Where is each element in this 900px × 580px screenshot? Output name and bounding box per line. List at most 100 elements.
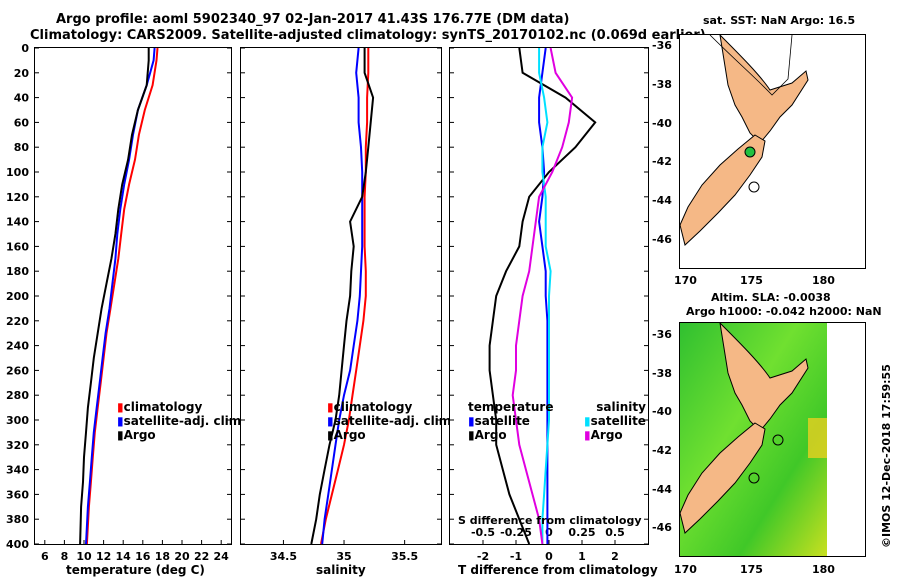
sst-xtick-0: 170 [674, 274, 697, 287]
series-climatology [320, 48, 370, 545]
sla-ytick-5: -46 [652, 521, 672, 534]
salinity-axis-label: salinity [316, 563, 366, 577]
s-diff-axis-label: S difference from climatology [458, 514, 642, 527]
sla-map-title-1: Altim. SLA: -0.0038 [711, 291, 831, 304]
diff-legend-sal-argo: Argo [590, 428, 623, 442]
temp-legend-climatology: climatology [123, 400, 203, 414]
north-island-shape [719, 35, 809, 144]
x2-tick-label: 0.25 [568, 526, 595, 539]
x-tick-label: 22 [194, 550, 209, 563]
y-tick-label: 100 [6, 166, 29, 179]
title-line-1: Argo profile: aoml 5902340_97 02-Jan-201… [56, 12, 570, 27]
y-tick-label: 160 [6, 240, 29, 253]
temperature-axis-label: temperature (deg C) [66, 563, 205, 577]
y-tick-label: 280 [6, 389, 29, 402]
difference-chart: -2 -1 0 1 2-0.5 -0.25 0 0.25 0.5 [450, 47, 648, 563]
y-tick-label: 200 [6, 290, 29, 303]
title-line-2: Climatology: CARS2009. Satellite-adjuste… [30, 28, 706, 43]
series-t-satellite [538, 47, 549, 544]
salinity-panel: 34.5 35 35.5 ▮climatology ▮satellite-adj. … [240, 47, 456, 563]
sal-legend: ▮climatology ▮satellite-adj. clim. ▮Argo [327, 400, 456, 442]
sla-map-graphic [680, 323, 827, 556]
diff-legend-sal-satellite: satellite [590, 414, 646, 428]
diff-legend-temp-argo: Argo [474, 428, 507, 442]
sst-xtick-1: 175 [740, 274, 763, 287]
y-tick-label: 140 [6, 216, 29, 229]
x-tick-label: 24 [214, 550, 230, 563]
salinity-chart: 34.5 35 35.5 [241, 47, 441, 563]
x-tick-label: 35.5 [391, 550, 418, 563]
x-tick-label: -1 [510, 550, 522, 563]
y-tick-label: 40 [14, 92, 30, 105]
sla-xtick-1: 175 [740, 563, 763, 576]
series-argo [310, 48, 375, 545]
temp-legend: ▮climatology ▮satellite-adj. clim. ▮Argo [117, 400, 246, 442]
diff-legend-temperature: temperature ▮satellite ▮Argo [468, 400, 554, 442]
sla-ytick-0: -36 [652, 328, 672, 341]
series-s-argo [511, 47, 574, 545]
difference-panel: -2 -1 0 1 2 -0.5 -0.25 0 0.25 0.5 temperature ▮sa… [449, 47, 649, 563]
y-tick-label: 20 [14, 67, 30, 80]
series-satellite-adj-clim- [321, 47, 364, 545]
x-tick-label: 20 [174, 550, 190, 563]
x-tick-label: 8 [61, 550, 69, 563]
sla-ytick-3: -42 [652, 444, 672, 457]
sst-ytick-4: -44 [652, 194, 672, 207]
y-tick-label: 60 [14, 116, 30, 129]
x-tick-label: 34.5 [270, 550, 297, 563]
y-tick-label: 260 [6, 364, 29, 377]
sst-xtick-2: 180 [812, 274, 835, 287]
sla-map-title-2: Argo h1000: -0.042 h2000: NaN [686, 305, 882, 318]
y-tick-label: 320 [6, 439, 29, 452]
x-tick-label: -2 [477, 550, 489, 563]
x-tick-label: 0 [545, 550, 553, 563]
sla-ytick-4: -44 [652, 483, 672, 496]
series-satellite-adj-clim- [85, 47, 156, 545]
sla-xtick-0: 170 [674, 563, 697, 576]
series-t-argo [488, 47, 597, 545]
x-tick-label: 12 [96, 550, 111, 563]
y-tick-label: 300 [6, 414, 29, 427]
sst-ytick-5: -46 [652, 233, 672, 246]
sla-map [679, 322, 866, 557]
y-tick-label: 120 [6, 191, 29, 204]
sst-ytick-3: -42 [652, 155, 672, 168]
chatham-outline-2 [748, 472, 760, 484]
series-s-satellite [538, 48, 552, 544]
sla-ytick-1: -38 [652, 367, 672, 380]
difference-axis-label: T difference from climatology [458, 563, 658, 577]
sst-map-graphic [680, 35, 809, 246]
x-tick-label: 1 [578, 550, 586, 563]
temp-legend-argo: Argo [123, 428, 156, 442]
north-island-shape-2 [719, 323, 809, 432]
sla-high-patch [808, 418, 827, 458]
sst-map [679, 34, 866, 269]
diff-legend-salinity: salinity ▮satellite ▮Argo [584, 400, 646, 442]
sla-ytick-2: -40 [652, 405, 672, 418]
sst-contour [709, 35, 793, 96]
y-tick-label: 340 [6, 464, 29, 477]
temperature-chart: 0 20 40 60 80 100 120 140 160 180 200 220 240 260 280 3… [6, 42, 231, 563]
sst-ytick-0: -36 [652, 39, 672, 52]
sal-legend-satellite: satellite-adj. clim. [333, 414, 456, 428]
diff-legend-temp-title: temperature [468, 400, 554, 414]
sla-xtick-2: 180 [812, 563, 835, 576]
temp-legend-satellite: satellite-adj. clim. [123, 414, 246, 428]
sal-legend-argo: Argo [333, 428, 366, 442]
sst-ytick-2: -40 [652, 117, 672, 130]
diff-legend-temp-satellite: satellite [474, 414, 530, 428]
x-tick-label: 6 [41, 550, 49, 563]
temperature-panel: 0 20 40 60 80 100 120 140 160 180 200 220 240 260 280 3… [6, 42, 246, 563]
south-island-shape-2 [680, 422, 766, 534]
series-argo [79, 48, 150, 545]
x-tick-label: 16 [135, 550, 151, 563]
x-tick-label: 10 [76, 550, 92, 563]
y-tick-label: 400 [6, 538, 29, 551]
x-tick-label: 2 [611, 550, 619, 563]
sal-legend-climatology: climatology [333, 400, 413, 414]
series-climatology [85, 47, 159, 545]
y-tick-label: 380 [6, 513, 29, 526]
sst-ytick-1: -38 [652, 78, 672, 91]
y-tick-label: 360 [6, 488, 29, 501]
diff-legend-sal-title: salinity [596, 400, 646, 414]
